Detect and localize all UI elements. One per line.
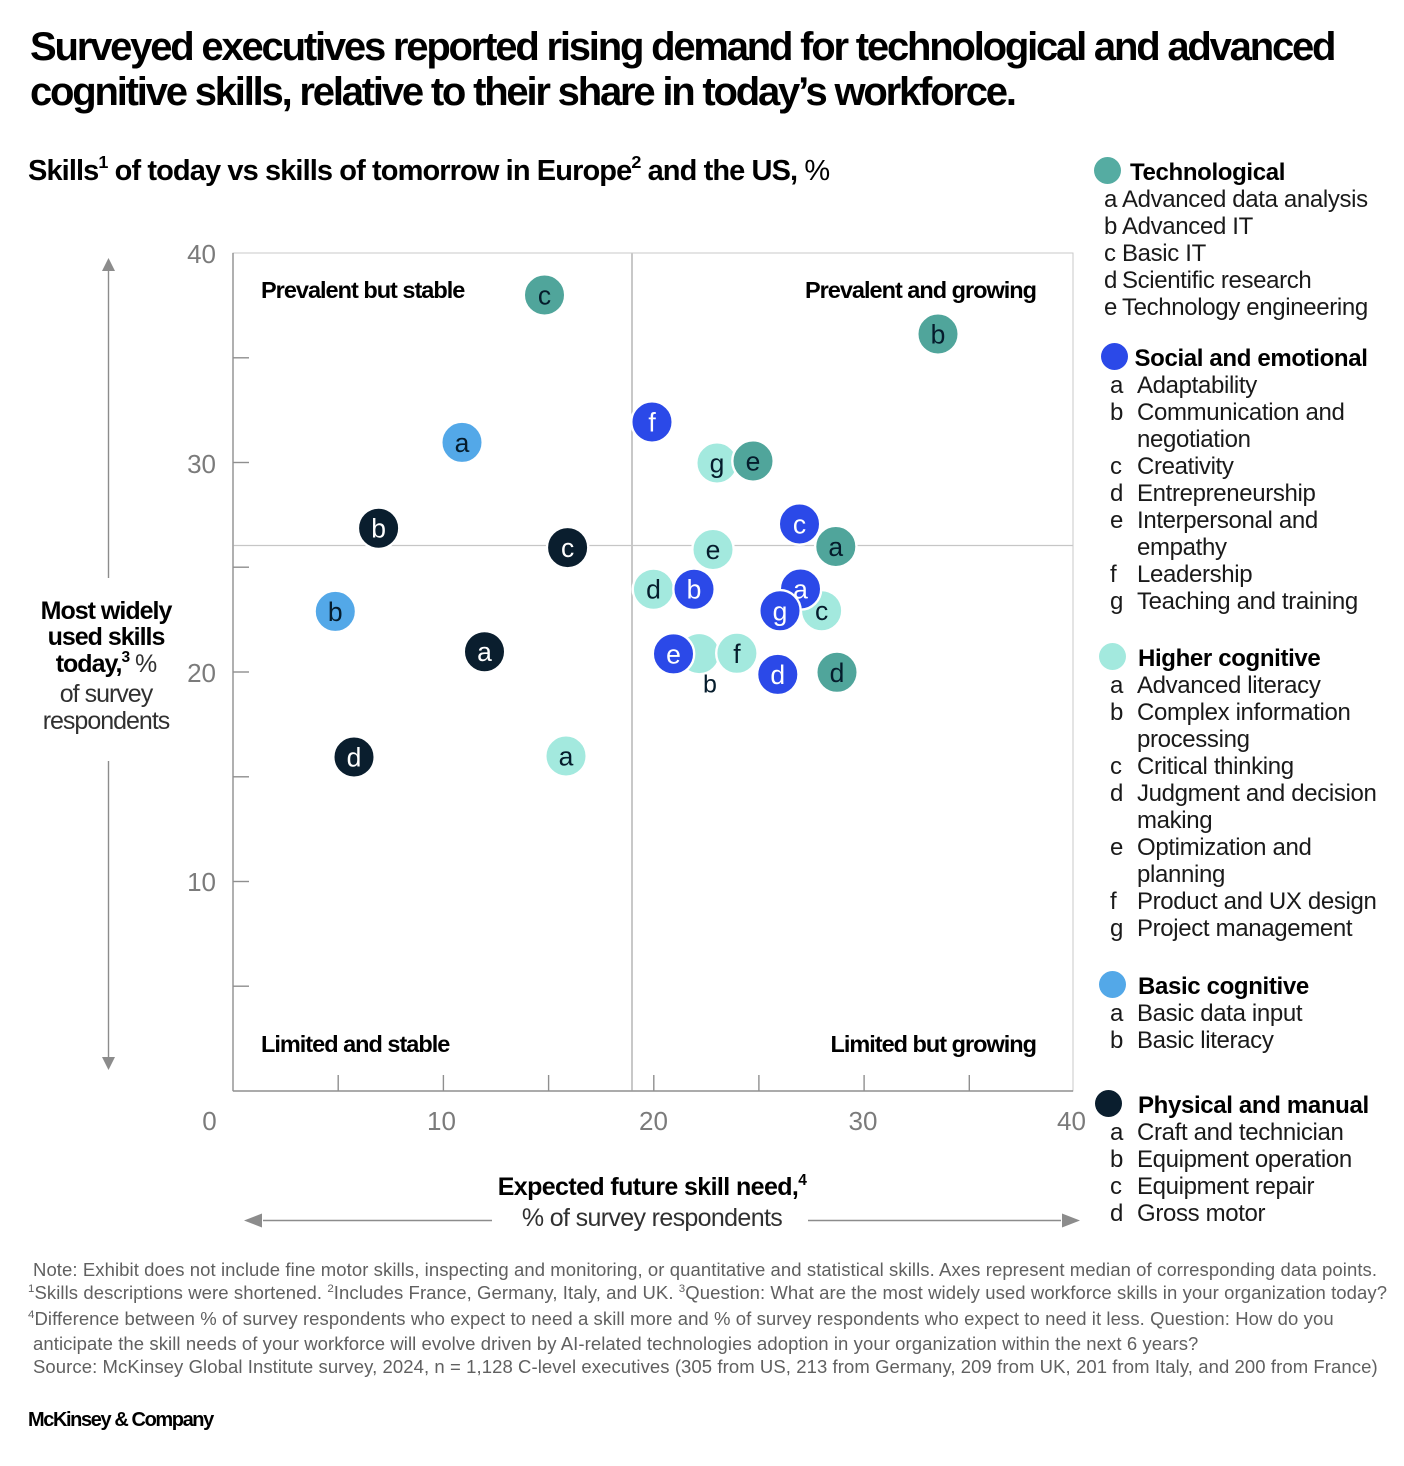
svg-text:40: 40: [1057, 1106, 1086, 1136]
svg-text:b: b: [371, 514, 386, 544]
svg-text:20: 20: [187, 658, 216, 688]
svg-text:c: c: [815, 596, 828, 626]
svg-text:30: 30: [187, 449, 216, 479]
svg-text:Prevalent and growing: Prevalent and growing: [805, 277, 1036, 303]
svg-text:30: 30: [849, 1106, 878, 1136]
svg-text:c: c: [538, 281, 551, 311]
svg-text:f: f: [733, 639, 741, 669]
svg-text:a: a: [828, 532, 843, 562]
svg-text:Prevalent but stable: Prevalent but stable: [261, 277, 465, 303]
svg-text:b: b: [931, 320, 946, 350]
svg-text:d: d: [830, 658, 845, 688]
svg-text:20: 20: [639, 1106, 668, 1136]
svg-text:e: e: [706, 535, 721, 565]
svg-text:d: d: [646, 575, 661, 605]
svg-text:Limited and stable: Limited and stable: [261, 1031, 450, 1057]
svg-text:g: g: [773, 596, 788, 626]
svg-text:b: b: [687, 575, 702, 605]
svg-text:Limited but growing: Limited but growing: [830, 1031, 1036, 1057]
svg-text:c: c: [561, 533, 574, 563]
svg-text:a: a: [455, 428, 470, 458]
svg-text:d: d: [770, 660, 785, 690]
svg-text:10: 10: [187, 867, 216, 897]
svg-text:c: c: [793, 510, 806, 540]
svg-text:10: 10: [427, 1106, 456, 1136]
svg-text:b: b: [328, 597, 343, 627]
svg-text:f: f: [648, 408, 656, 438]
svg-text:e: e: [666, 639, 681, 669]
svg-text:d: d: [347, 743, 362, 773]
svg-text:a: a: [477, 637, 492, 667]
svg-text:g: g: [710, 449, 725, 479]
svg-text:a: a: [559, 742, 574, 772]
svg-text:40: 40: [187, 239, 216, 269]
svg-text:e: e: [746, 447, 761, 477]
svg-text:b: b: [703, 671, 717, 699]
svg-text:0: 0: [202, 1106, 216, 1136]
